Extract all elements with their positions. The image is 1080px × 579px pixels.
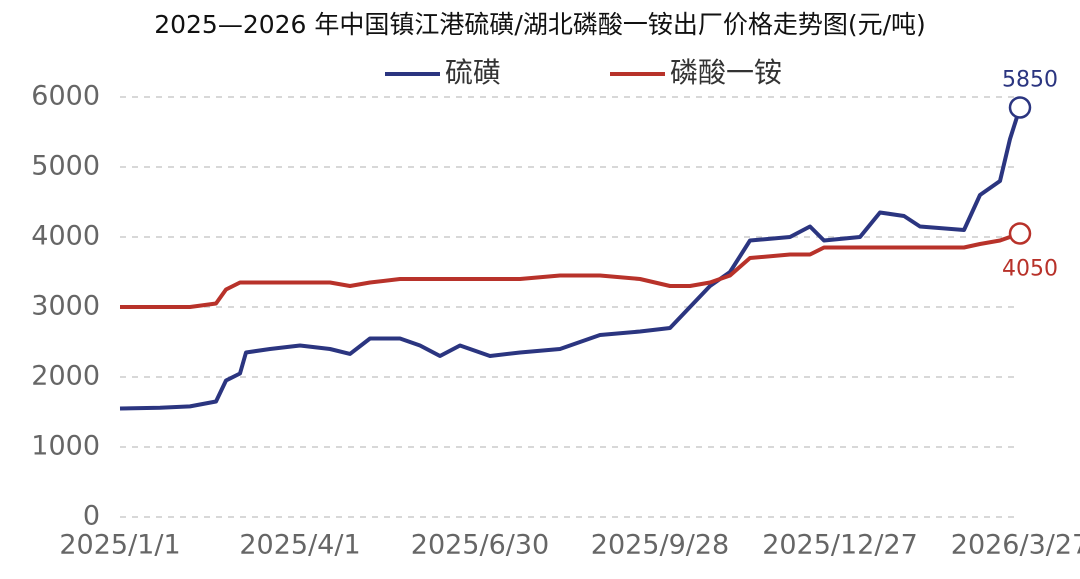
- end-marker: [1008, 222, 1032, 245]
- y-tick-label: 5000: [31, 151, 100, 182]
- y-tick-label: 2000: [31, 361, 100, 392]
- y-tick-label: 1000: [31, 431, 100, 462]
- x-tick-label: 2025/9/28: [591, 530, 729, 561]
- chart-title: 2025—2026 年中国镇江港硫磺/湖北磷酸一铵出厂价格走势图(元/吨): [154, 10, 926, 39]
- data-label: 5850: [1002, 68, 1058, 93]
- x-tick-label: 2025/6/30: [411, 530, 549, 561]
- series-line: [120, 231, 1021, 309]
- legend-label: 硫磺: [445, 56, 501, 89]
- legend-label: 磷酸一铵: [670, 56, 782, 89]
- y-tick-label: 4000: [31, 221, 100, 252]
- y-tick-label: 6000: [31, 81, 100, 112]
- x-tick-label: 2025/1/1: [59, 530, 180, 561]
- x-tick-label: 2025/4/1: [239, 530, 360, 561]
- series-line: [119, 106, 1022, 411]
- data-label: 4050: [1002, 257, 1058, 282]
- y-tick-label: 0: [83, 501, 100, 532]
- x-tick-label: 2026/3/27: [951, 530, 1080, 561]
- end-marker: [1008, 96, 1032, 119]
- x-tick-label: 2025/12/27: [762, 530, 918, 561]
- y-tick-label: 3000: [31, 291, 100, 322]
